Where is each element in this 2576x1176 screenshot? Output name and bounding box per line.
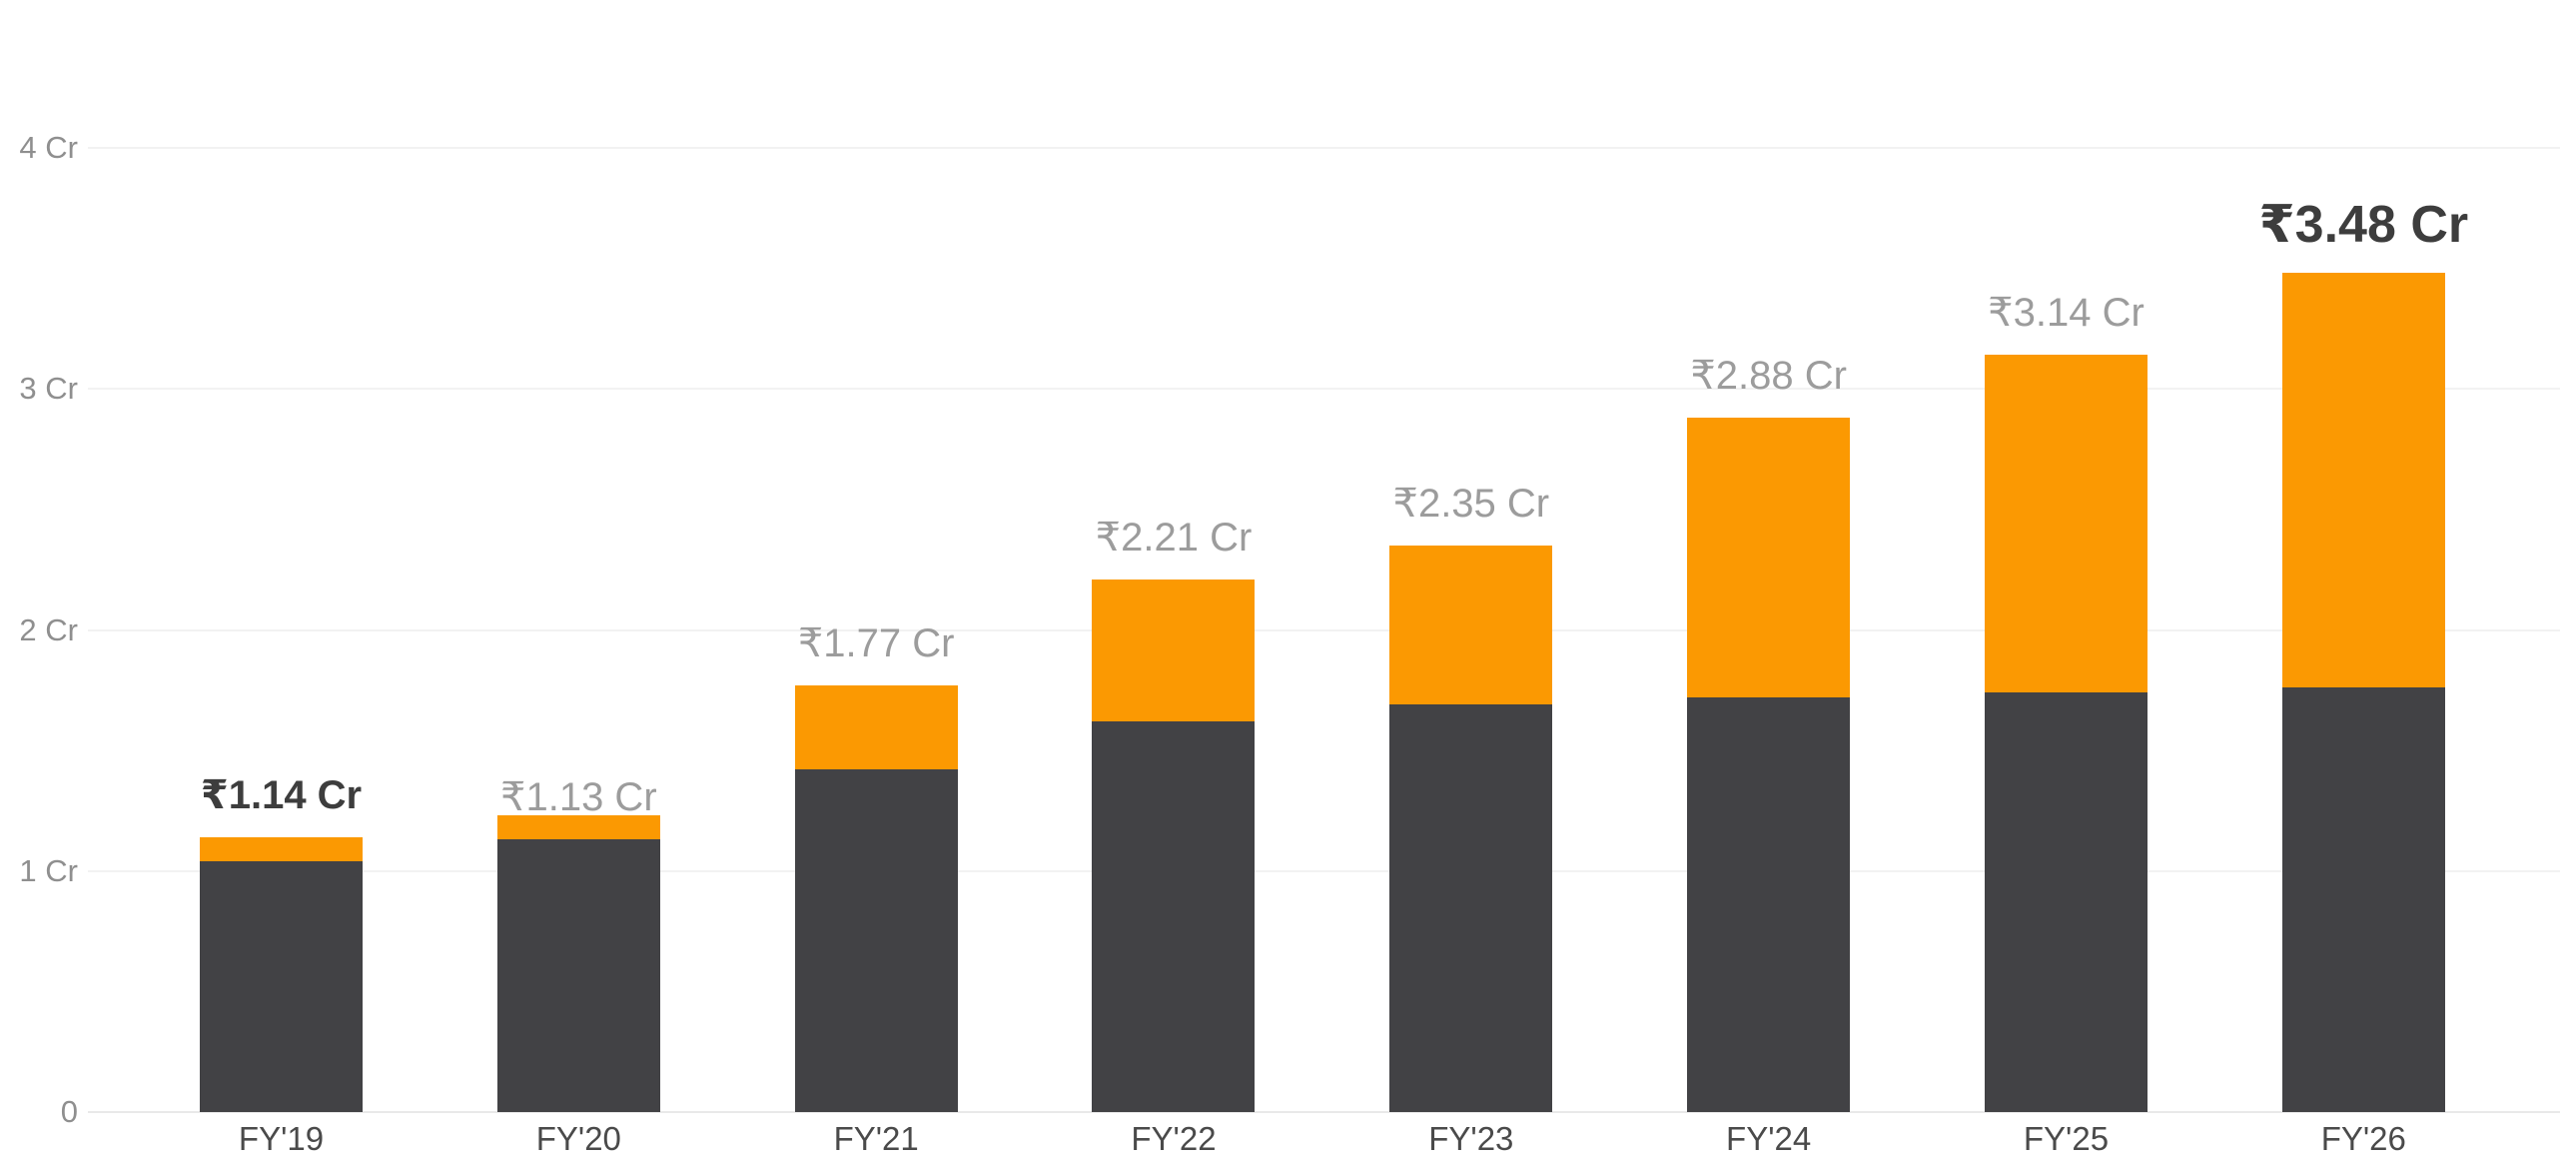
bar-total-label-fy22: ₹2.21 Cr <box>1095 515 1253 560</box>
x-axis-label-fy23: FY'23 <box>1428 1120 1514 1157</box>
gridline-4cr <box>88 147 2560 149</box>
bar-total-label-fy25: ₹3.14 Cr <box>1988 291 2145 336</box>
bar-total-label-fy21: ₹1.77 Cr <box>797 621 955 665</box>
x-axis-label-fy24: FY'24 <box>1726 1120 1812 1157</box>
x-axis-label-fy19: FY'19 <box>238 1120 325 1157</box>
gridline-3cr <box>88 388 2560 391</box>
y-axis-tick-2cr: 2 Cr <box>19 611 78 647</box>
bar-total-label-fy19: ₹1.14 Cr <box>200 772 363 817</box>
bar-segment-top-fy19[interactable] <box>200 836 363 862</box>
x-axis-label-fy21: FY'21 <box>833 1120 919 1157</box>
y-axis-tick-0: 0 <box>60 1094 78 1129</box>
bar-segment-base-fy21[interactable] <box>794 769 958 1112</box>
bar-segment-base-fy22[interactable] <box>1092 721 1256 1112</box>
x-axis-label-fy26: FY'26 <box>2320 1120 2406 1157</box>
bar-segment-base-fy20[interactable] <box>496 839 660 1112</box>
gridline-2cr <box>88 628 2560 631</box>
bar-segment-top-fy24[interactable] <box>1687 418 1851 698</box>
bar-segment-top-fy22[interactable] <box>1092 579 1256 722</box>
bar-total-label-fy26: ₹3.48 Cr <box>2258 196 2469 255</box>
bar-segment-base-fy24[interactable] <box>1687 697 1851 1112</box>
x-axis-label-fy25: FY'25 <box>2023 1120 2110 1157</box>
bar-segment-base-fy25[interactable] <box>1984 692 2147 1112</box>
bar-segment-top-fy20[interactable] <box>496 815 660 840</box>
y-axis-tick-1cr: 1 Cr <box>19 852 78 888</box>
bar-total-label-fy24: ₹2.88 Cr <box>1690 354 1847 399</box>
bar-total-label-fy20: ₹1.13 Cr <box>500 775 657 820</box>
bar-total-label-fy23: ₹2.35 Cr <box>1392 482 1550 527</box>
bar-segment-top-fy25[interactable] <box>1984 355 2147 693</box>
x-axis-label-fy22: FY'22 <box>1131 1120 1217 1157</box>
bar-segment-top-fy26[interactable] <box>2281 273 2445 688</box>
bar-segment-base-fy26[interactable] <box>2281 687 2445 1112</box>
y-axis-tick-3cr: 3 Cr <box>19 371 78 407</box>
bar-segment-base-fy23[interactable] <box>1389 704 1553 1112</box>
x-axis-label-fy20: FY'20 <box>535 1120 621 1157</box>
y-axis-tick-4cr: 4 Cr <box>19 130 78 165</box>
gridline-0 <box>88 1111 2560 1113</box>
gridline-1cr <box>88 869 2560 872</box>
bar-segment-top-fy23[interactable] <box>1389 546 1553 705</box>
bar-segment-base-fy19[interactable] <box>200 861 363 1112</box>
bar-segment-top-fy21[interactable] <box>794 684 958 770</box>
